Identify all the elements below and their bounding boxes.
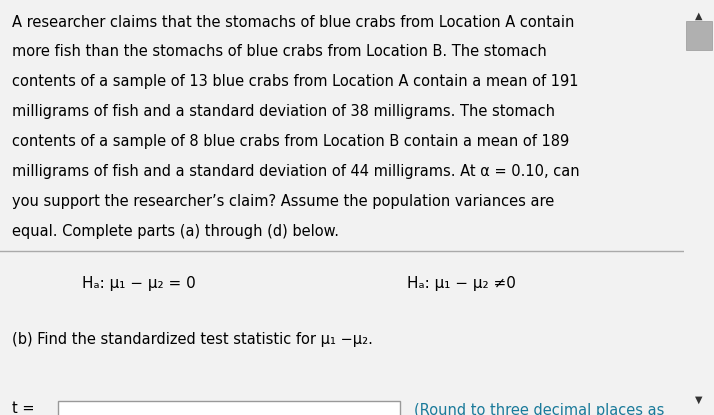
Text: (Round to three decimal places as: (Round to three decimal places as [414, 403, 664, 415]
Text: Hₐ: μ₁ − μ₂ ≠0: Hₐ: μ₁ − μ₂ ≠0 [407, 276, 516, 291]
Text: milligrams of fish and a standard deviation of 44 milligrams. At α = 0.10, can: milligrams of fish and a standard deviat… [12, 164, 580, 179]
Text: A researcher claims that the stomachs of blue crabs from Location A contain: A researcher claims that the stomachs of… [12, 15, 575, 29]
FancyBboxPatch shape [58, 401, 400, 415]
Text: you support the researcher’s claim? Assume the population variances are: you support the researcher’s claim? Assu… [12, 194, 555, 209]
Text: equal. Complete parts (a) through (d) below.: equal. Complete parts (a) through (d) be… [12, 224, 339, 239]
Text: t =: t = [12, 401, 35, 415]
Text: more fish than the stomachs of blue crabs from Location B. The stomach: more fish than the stomachs of blue crab… [12, 44, 547, 59]
Text: ▼: ▼ [695, 395, 703, 405]
FancyBboxPatch shape [686, 21, 712, 50]
Text: (b) Find the standardized test statistic for μ₁ −μ₂.: (b) Find the standardized test statistic… [12, 332, 373, 347]
Text: contents of a sample of 8 blue crabs from Location B contain a mean of 189: contents of a sample of 8 blue crabs fro… [12, 134, 570, 149]
Text: contents of a sample of 13 blue crabs from Location A contain a mean of 191: contents of a sample of 13 blue crabs fr… [12, 74, 579, 89]
Text: ▲: ▲ [695, 10, 703, 20]
Text: milligrams of fish and a standard deviation of 38 milligrams. The stomach: milligrams of fish and a standard deviat… [12, 104, 555, 119]
Text: Hₐ: μ₁ − μ₂ = 0: Hₐ: μ₁ − μ₂ = 0 [82, 276, 196, 291]
